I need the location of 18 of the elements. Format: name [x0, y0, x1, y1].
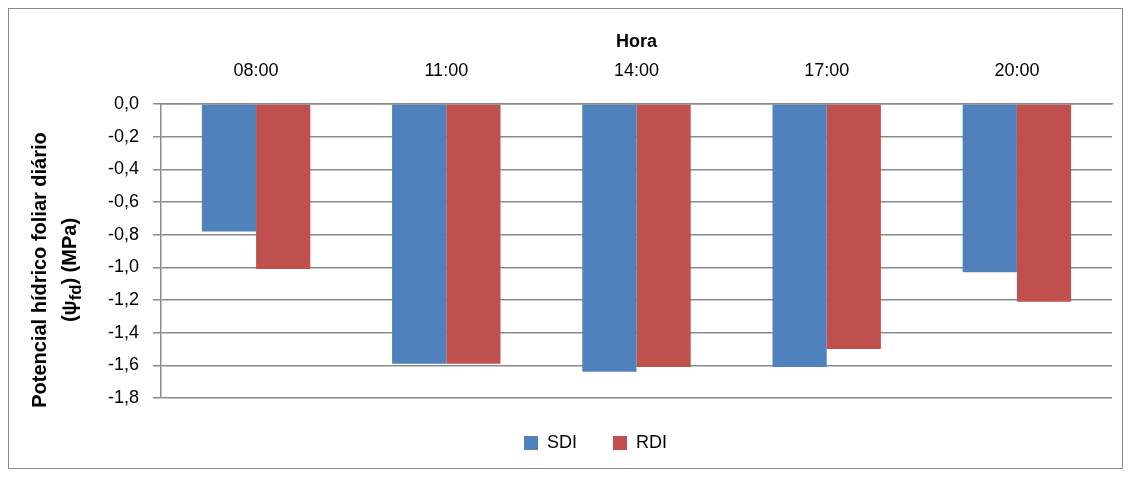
- x-tick-label: 17:00: [804, 60, 850, 81]
- y-tick-label: -0,8: [107, 223, 139, 244]
- x-tick-label: 08:00: [233, 60, 279, 81]
- x-tick-label: 11:00: [424, 60, 469, 81]
- legend-label: RDI: [636, 431, 667, 452]
- y-tick-label: -0,6: [107, 190, 139, 211]
- y-tick-label: -1,4: [107, 321, 139, 342]
- y-tick-label: -1,0: [107, 256, 139, 277]
- y-tick-label: -0,2: [107, 125, 139, 146]
- x-tick-label: 20:00: [994, 60, 1040, 81]
- y-tick-label: -1,6: [107, 354, 139, 375]
- y-tick-label: -1,2: [107, 288, 139, 309]
- y-tick-label: 0,0: [113, 92, 139, 113]
- legend-label: SDI: [547, 431, 578, 452]
- y-tick-label: -1,8: [107, 386, 139, 407]
- x-tick-label: 14:00: [613, 60, 660, 81]
- x-axis-title: Hora: [615, 30, 658, 51]
- y-tick-label: -0,4: [107, 158, 139, 179]
